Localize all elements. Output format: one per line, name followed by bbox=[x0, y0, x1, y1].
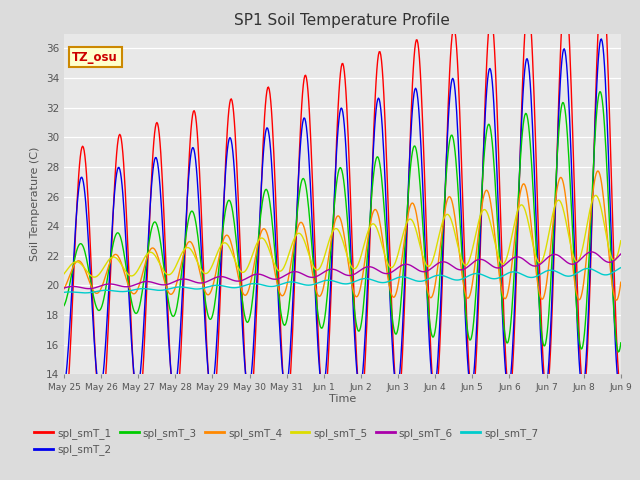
spl_smT_6 bbox=[185, 277, 193, 283]
spl_smT_6 bbox=[617, 251, 625, 257]
spl_smT_5 bbox=[185, 245, 193, 251]
spl_smT_1 bbox=[70, 263, 78, 269]
spl_smT_1 bbox=[426, 337, 434, 343]
spl_smT_6 bbox=[70, 284, 78, 289]
spl_smT_1 bbox=[60, 416, 68, 422]
spl_smT_7 bbox=[81, 290, 89, 296]
spl_smT_6 bbox=[411, 265, 419, 271]
spl_smT_2 bbox=[428, 367, 435, 372]
spl_smT_7 bbox=[128, 288, 136, 293]
spl_smT_3 bbox=[127, 298, 135, 304]
Line: spl_smT_1: spl_smT_1 bbox=[64, 0, 621, 419]
spl_smT_2 bbox=[411, 87, 419, 93]
spl_smT_6 bbox=[60, 285, 68, 291]
spl_smT_4 bbox=[184, 240, 192, 246]
spl_smT_7 bbox=[617, 265, 625, 271]
spl_smT_3 bbox=[617, 340, 625, 346]
spl_smT_3 bbox=[60, 303, 68, 309]
spl_smT_7 bbox=[411, 277, 419, 283]
spl_smT_6 bbox=[85, 286, 93, 291]
spl_smT_5 bbox=[592, 192, 600, 198]
Line: spl_smT_7: spl_smT_7 bbox=[64, 268, 621, 293]
Legend: spl_smT_1, spl_smT_2, spl_smT_3, spl_smT_4, spl_smT_5, spl_smT_6, spl_smT_7: spl_smT_1, spl_smT_2, spl_smT_3, spl_smT… bbox=[30, 424, 543, 459]
spl_smT_2 bbox=[356, 386, 364, 392]
X-axis label: Time: Time bbox=[329, 394, 356, 404]
spl_smT_3 bbox=[184, 220, 192, 226]
spl_smT_5 bbox=[428, 261, 435, 267]
spl_smT_3 bbox=[410, 144, 418, 149]
spl_smT_4 bbox=[214, 263, 221, 269]
Title: SP1 Soil Temperature Profile: SP1 Soil Temperature Profile bbox=[234, 13, 451, 28]
spl_smT_4 bbox=[594, 168, 602, 174]
spl_smT_4 bbox=[617, 279, 625, 285]
Line: spl_smT_2: spl_smT_2 bbox=[64, 39, 621, 389]
spl_smT_7 bbox=[60, 289, 68, 295]
spl_smT_1 bbox=[410, 55, 418, 60]
spl_smT_1 bbox=[127, 326, 135, 332]
spl_smT_2 bbox=[598, 36, 605, 42]
Line: spl_smT_6: spl_smT_6 bbox=[64, 252, 621, 288]
spl_smT_5 bbox=[617, 238, 625, 244]
spl_smT_5 bbox=[214, 248, 222, 254]
spl_smT_5 bbox=[60, 271, 68, 276]
Line: spl_smT_4: spl_smT_4 bbox=[64, 171, 621, 300]
spl_smT_4 bbox=[612, 297, 620, 303]
spl_smT_6 bbox=[214, 274, 222, 280]
spl_smT_3 bbox=[614, 349, 622, 355]
Line: spl_smT_3: spl_smT_3 bbox=[64, 92, 621, 352]
Text: TZ_osu: TZ_osu bbox=[72, 51, 118, 64]
spl_smT_5 bbox=[90, 274, 98, 280]
spl_smT_7 bbox=[185, 285, 193, 291]
spl_smT_2 bbox=[214, 328, 221, 334]
spl_smT_1 bbox=[214, 359, 221, 364]
spl_smT_1 bbox=[617, 386, 625, 392]
spl_smT_4 bbox=[426, 295, 434, 300]
spl_smT_3 bbox=[214, 280, 221, 286]
spl_smT_7 bbox=[428, 275, 435, 280]
Y-axis label: Soil Temperature (C): Soil Temperature (C) bbox=[30, 147, 40, 261]
spl_smT_7 bbox=[70, 289, 78, 295]
spl_smT_3 bbox=[596, 89, 604, 95]
spl_smT_6 bbox=[128, 283, 136, 288]
spl_smT_2 bbox=[184, 185, 192, 191]
spl_smT_2 bbox=[617, 383, 625, 389]
spl_smT_4 bbox=[410, 202, 418, 208]
spl_smT_5 bbox=[411, 223, 419, 229]
spl_smT_2 bbox=[70, 248, 78, 254]
spl_smT_3 bbox=[70, 259, 78, 264]
spl_smT_7 bbox=[214, 282, 222, 288]
spl_smT_4 bbox=[127, 289, 135, 295]
spl_smT_2 bbox=[127, 337, 135, 343]
spl_smT_6 bbox=[428, 266, 435, 272]
Line: spl_smT_5: spl_smT_5 bbox=[64, 195, 621, 277]
spl_smT_4 bbox=[70, 262, 78, 268]
spl_smT_2 bbox=[60, 384, 68, 390]
spl_smT_5 bbox=[128, 273, 136, 279]
spl_smT_5 bbox=[70, 260, 78, 265]
spl_smT_6 bbox=[588, 249, 595, 255]
spl_smT_4 bbox=[60, 286, 68, 292]
spl_smT_3 bbox=[426, 324, 434, 330]
spl_smT_1 bbox=[184, 181, 192, 187]
